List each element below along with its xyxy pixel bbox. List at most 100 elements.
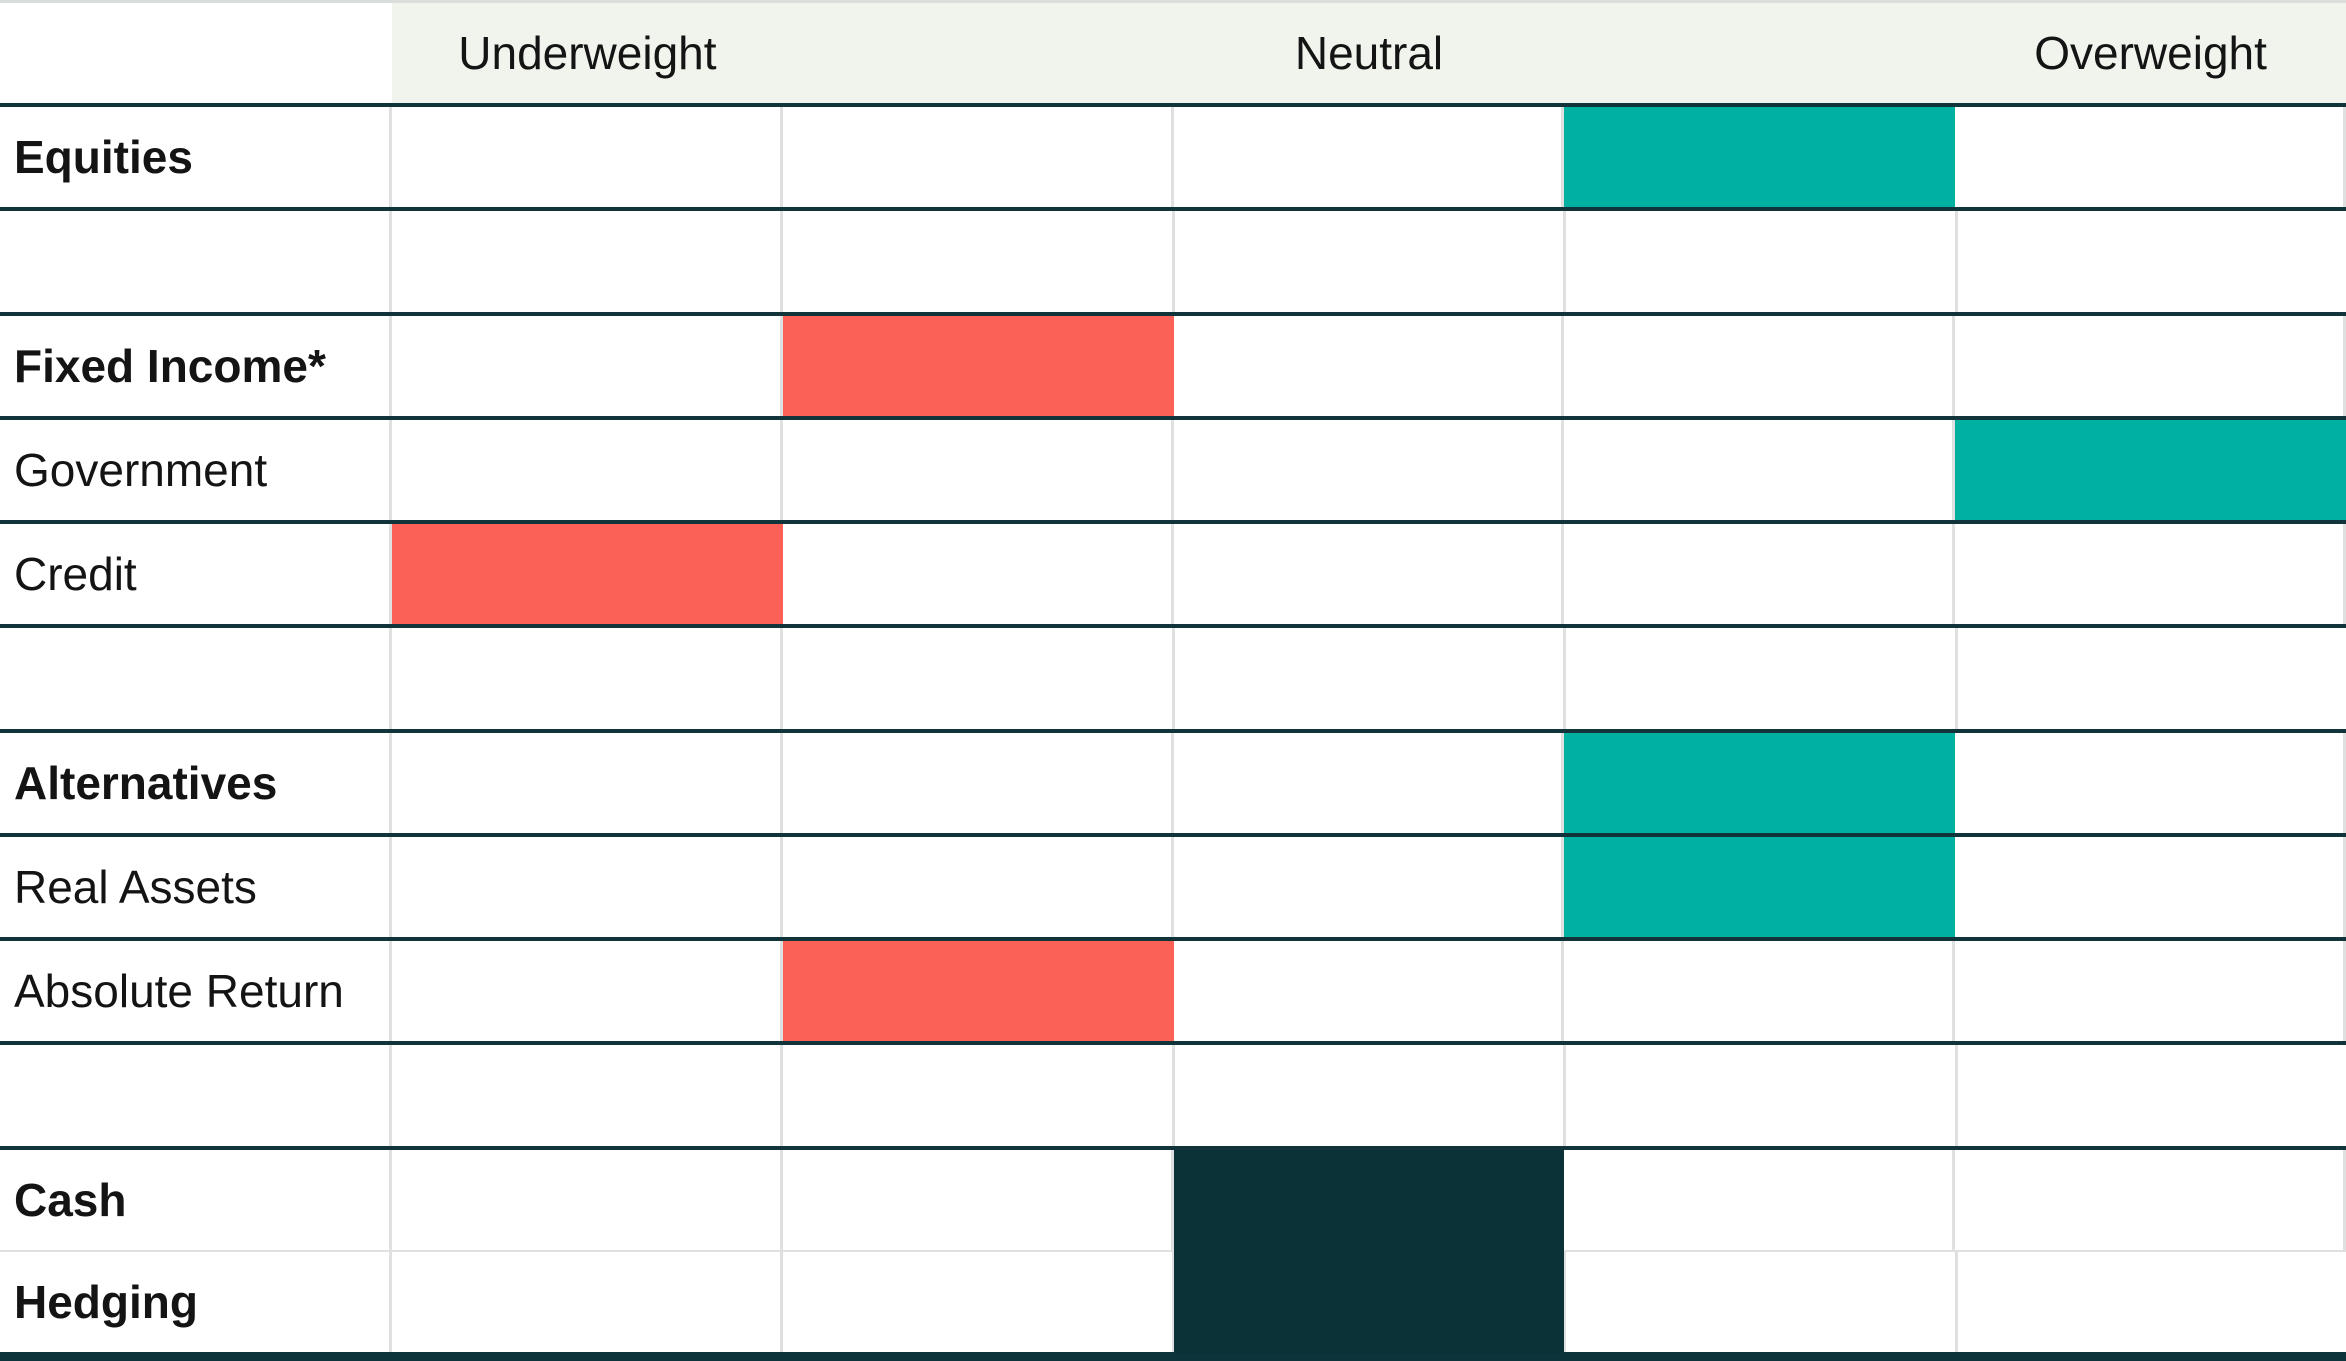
row-cells <box>392 1149 2346 1354</box>
row-cells <box>392 315 2346 416</box>
header-row: Underweight Neutral Overweight <box>0 3 2346 103</box>
allocation-block <box>392 524 783 625</box>
header-label-neutral: Neutral <box>1294 27 1444 79</box>
row-label: Cash <box>14 1173 127 1226</box>
row-equities: Equities <box>0 107 2346 212</box>
allocation-block <box>1564 107 1956 208</box>
row-label: Absolute Return <box>14 965 344 1018</box>
row-label: Real Assets <box>14 860 257 913</box>
row-real-assets: Real Assets <box>0 836 2346 941</box>
allocation-block <box>1955 419 2346 520</box>
row-label-cell: Credit <box>0 524 392 625</box>
row-spacer-1 <box>0 211 2346 316</box>
row-spacer-2 <box>0 628 2346 733</box>
grid-cell <box>783 1149 1174 1250</box>
row-label-cell: Cash <box>0 1149 392 1250</box>
row-label: Hedging <box>14 1275 198 1328</box>
grid-cell <box>1174 524 1565 625</box>
grid-cell <box>1564 941 1956 1042</box>
grid-cell <box>1955 107 2346 208</box>
row-fixed-income: Fixed Income* <box>0 315 2346 420</box>
table-bottom-border <box>0 1352 2346 1361</box>
grid-cell <box>392 315 783 416</box>
grid-cell <box>1174 315 1565 416</box>
grid-cell <box>783 836 1174 937</box>
allocation-block <box>782 315 1174 416</box>
row-label-cell: Government <box>0 419 392 520</box>
grid-cell <box>392 732 783 833</box>
grid-cell <box>1564 315 1956 416</box>
row-cells <box>392 524 2346 625</box>
grid-cell <box>1174 107 1565 208</box>
grid-cell <box>1174 419 1565 520</box>
grid-cell <box>392 1251 784 1352</box>
grid-cell <box>783 1251 1175 1352</box>
grid-cell <box>1566 1045 1958 1146</box>
grid-cell <box>1566 1251 1958 1352</box>
grid-cell <box>783 107 1174 208</box>
grid-cell <box>1955 941 2346 1042</box>
allocation-block <box>1564 732 1956 833</box>
row-cells <box>392 1045 2346 1146</box>
row-cells <box>392 419 2346 520</box>
grid-cell <box>1955 315 2346 416</box>
grid-cell <box>1955 524 2346 625</box>
row-label-cell: Equities <box>0 107 392 208</box>
grid-cell <box>1174 836 1565 937</box>
grid-cell <box>1175 1251 1567 1352</box>
row-label-cell: Real Assets <box>0 836 392 937</box>
grid-cell <box>1174 732 1565 833</box>
row-label-cell: Hedging <box>0 1251 392 1352</box>
row-cells <box>392 628 2346 729</box>
row-cells <box>392 211 2346 312</box>
grid-cell <box>392 1149 783 1250</box>
row-label: Credit <box>14 548 137 601</box>
row-label-cell: Absolute Return <box>0 941 392 1042</box>
row-label-cell: Fixed Income* <box>0 315 392 416</box>
row-credit: Credit <box>0 524 2346 629</box>
allocation-block <box>782 941 1174 1042</box>
row-hedging: Hedging <box>0 1251 2346 1352</box>
grid-cell <box>392 836 783 937</box>
grid-cell <box>1564 419 1956 520</box>
row-cells <box>392 1251 2346 1352</box>
grid-cell <box>1175 211 1567 312</box>
grid-cell <box>1958 211 2346 311</box>
grid-cell <box>1958 1252 2346 1352</box>
grid-cell <box>392 941 783 1042</box>
row-label-cell <box>0 1045 392 1146</box>
grid-cell <box>1174 941 1565 1042</box>
grid-cell <box>783 524 1174 625</box>
header-label-overweight: Overweight <box>2034 27 2267 79</box>
allocation-block <box>1564 836 1956 937</box>
grid-cell <box>783 628 1175 729</box>
table-body: Equities Fixed Income* Government <box>0 107 2346 1354</box>
grid-cell <box>1566 628 1958 729</box>
row-cash: Cash <box>0 1149 2346 1354</box>
row-alternatives: Alternatives <box>0 732 2346 837</box>
row-cells <box>392 836 2346 937</box>
grid-cell <box>783 211 1175 312</box>
header-columns: Underweight Neutral Overweight <box>392 3 2346 103</box>
grid-cell <box>1958 1045 2346 1145</box>
grid-cell <box>392 1045 784 1146</box>
grid-cell <box>1175 628 1567 729</box>
grid-cell <box>1955 836 2346 937</box>
grid-cell <box>1564 524 1956 625</box>
grid-cell <box>1958 628 2346 728</box>
grid-cell <box>783 419 1174 520</box>
grid-cell <box>1955 1149 2346 1250</box>
header-divider-line <box>0 103 2346 107</box>
row-government: Government <box>0 419 2346 524</box>
row-label: Equities <box>14 131 193 184</box>
row-cells <box>392 941 2346 1042</box>
row-absolute-return: Absolute Return <box>0 941 2346 1046</box>
row-cells <box>392 107 2346 208</box>
row-label: Government <box>14 443 268 496</box>
grid-cell <box>392 419 783 520</box>
row-label-cell <box>0 628 392 729</box>
grid-cell <box>1175 1045 1567 1146</box>
grid-cell <box>1955 732 2346 833</box>
row-label: Fixed Income* <box>14 339 326 392</box>
